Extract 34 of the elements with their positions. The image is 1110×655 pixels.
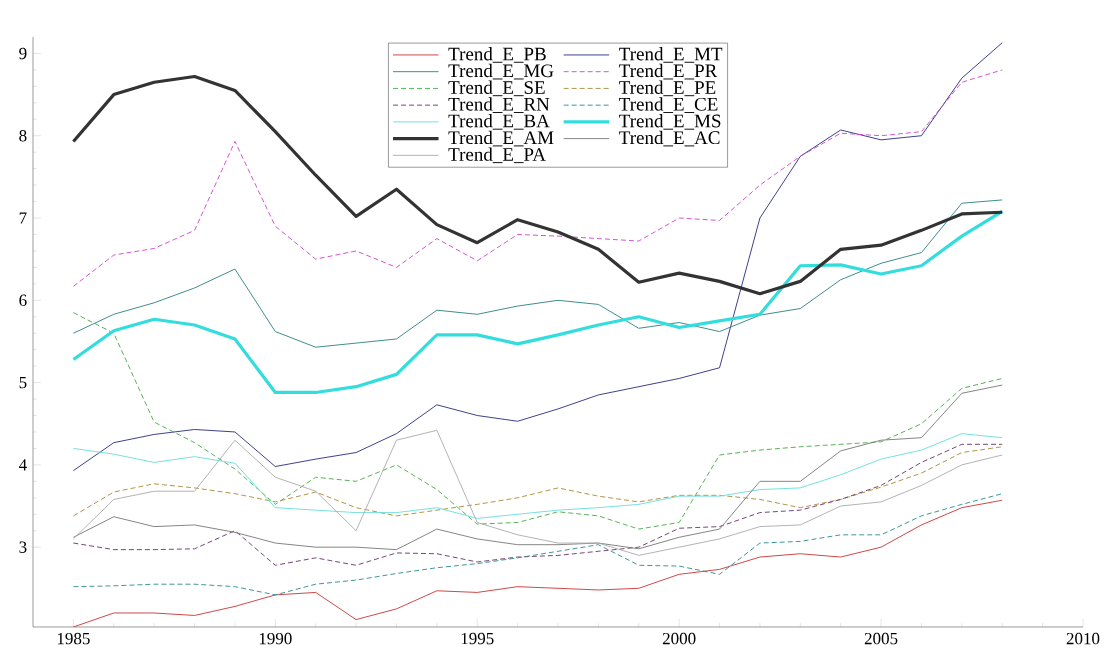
x-tick-label: 2005 (864, 632, 898, 645)
legend-label: Trend_E_PA (448, 147, 546, 164)
x-tick-label: 2000 (662, 632, 696, 645)
line-series (72, 499, 1003, 627)
legend-label: Trend_E_MT (619, 47, 723, 63)
legend-label: Trend_E_PE (619, 80, 716, 97)
line-series (72, 446, 1003, 517)
line-series (72, 429, 1003, 556)
x-tick-label: 1985 (57, 632, 90, 645)
legend-label: Trend_E_BA (448, 114, 550, 130)
y-tick-label: 3 (19, 541, 27, 553)
line-series (72, 384, 1003, 551)
y-tick-label: 5 (19, 376, 27, 389)
y-tick-label: 4 (18, 459, 27, 471)
line-series (72, 199, 1003, 348)
x-tick-label: 2010 (1066, 632, 1100, 645)
legend-label: Trend_E_PB (448, 47, 546, 63)
legend-label: Trend_E_SE (448, 80, 545, 97)
legend-label: Trend_E_AC (619, 130, 720, 147)
legend-label: Trend_E_MG (448, 63, 554, 80)
y-tick-label: 7 (19, 212, 27, 224)
x-tick-label: 1995 (461, 632, 494, 645)
y-tick-label: 9 (19, 47, 27, 60)
line-series (72, 312, 1003, 530)
x-tick-label: 1990 (259, 632, 292, 645)
legend-label: Trend_E_MS (619, 114, 721, 130)
y-tick-label: 6 (19, 294, 27, 307)
legend-label: Trend_E_RN (448, 97, 550, 113)
legend-label: Trend_E_CE (619, 97, 718, 113)
legend-label: Trend_E_AM (448, 130, 554, 147)
legend-label: Trend_E_PR (619, 63, 718, 80)
y-tick-label: 8 (19, 129, 27, 142)
line-series (71, 209, 1004, 395)
line-series (72, 443, 1003, 566)
